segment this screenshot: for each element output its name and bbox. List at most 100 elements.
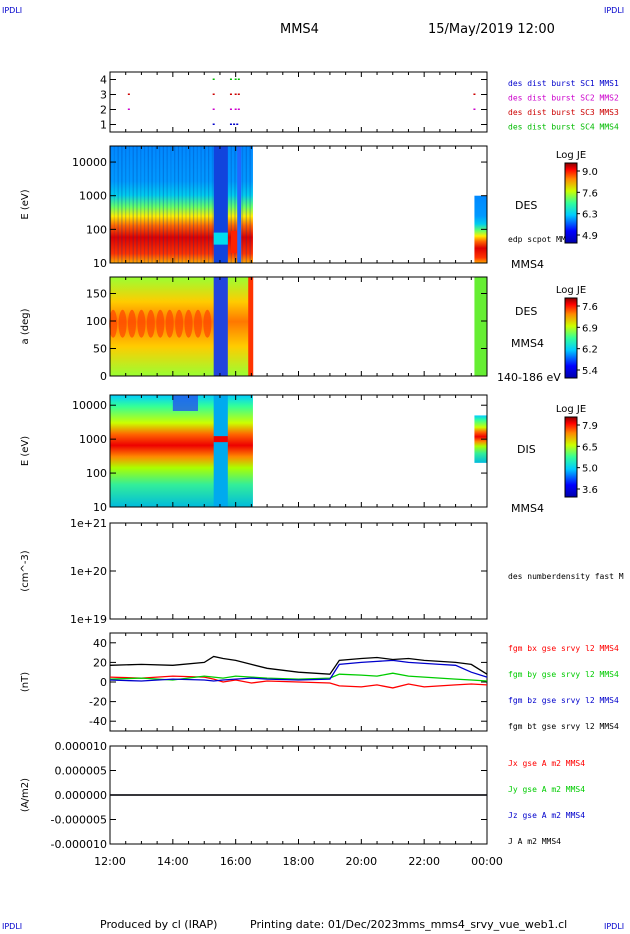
legend-entry: fgm by gse srvy l2 MMS4: [508, 670, 619, 679]
y-tick-label: 10000: [72, 399, 107, 412]
colorbar-des_energy: [564, 162, 578, 244]
y-tick-label: -0.000010: [51, 838, 107, 851]
y-tick-label: 10000: [72, 156, 107, 169]
dis-energy-spectrogram: [110, 395, 253, 507]
spectrogram-stripe: [155, 146, 157, 263]
spectrogram-stripe: [196, 146, 198, 263]
legend-entry: des dist burst SC2 MMS2: [508, 94, 619, 103]
panel-label: DES: [515, 199, 537, 212]
colorbar-tick-label: 6.2: [582, 345, 598, 356]
y-axis-label: E (eV): [20, 436, 31, 466]
panel-frame-density: [109, 522, 488, 620]
spectrogram-gap-region: [213, 277, 228, 376]
spectrogram-stripe: [230, 146, 232, 263]
legend-entry: fgm bz gse srvy l2 MMS4: [508, 696, 619, 705]
colorbar-tick-label: 5.0: [582, 464, 598, 475]
panel-label: DES: [515, 305, 537, 318]
legend-entry: des numberdensity fast M: [508, 572, 624, 581]
burst-flag-point: [237, 108, 240, 110]
panel-label: 140-186 eV: [497, 371, 561, 384]
burst-flag-point: [473, 93, 476, 95]
y-tick-label: -0.000005: [51, 814, 107, 827]
spectrogram-burst-patch: [230, 230, 238, 253]
spacecraft-title: MMS4: [280, 22, 319, 37]
colorbar-tick-label: 7.9: [582, 421, 598, 432]
des-energy-late-segment: [474, 195, 487, 263]
dis-energy-late-segment: [474, 415, 487, 463]
legend-entry: des dist burst SC3 MMS3: [508, 108, 619, 117]
burst-flag-point: [229, 78, 232, 80]
spectrogram-stripe: [143, 146, 146, 263]
burst-flag-point: [212, 123, 215, 125]
des-pitch-late-segment: [474, 277, 487, 376]
time-axis-label: 14:00: [157, 855, 189, 868]
legend-entry: Jx gse A m2 MMS4: [508, 759, 585, 768]
time-axis-label: 16:00: [220, 855, 252, 868]
legend-entry: fgm bt gse srvy l2 MMS4: [508, 722, 619, 731]
burst-flag-point: [212, 108, 215, 110]
y-tick-label: 1000: [79, 190, 107, 203]
burst-flag-point: [237, 93, 240, 95]
panel-label: DIS: [517, 443, 536, 456]
spectrogram-stripe: [249, 146, 251, 263]
spectrogram-stripe: [174, 146, 176, 263]
colorbar-dis_energy: [564, 416, 578, 498]
burst-flag-point: [229, 108, 232, 110]
spectrogram-stripe: [162, 146, 164, 263]
y-tick-label: 150: [86, 288, 107, 301]
spectrogram-stripe: [200, 146, 202, 263]
panel-label: MMS4: [511, 502, 544, 515]
y-tick-label: -20: [89, 696, 107, 709]
datetime-title: 15/May/2019 12:00: [428, 22, 555, 37]
legend-entry: des dist burst SC4 MMS4: [508, 123, 619, 132]
time-axis-label: 20:00: [345, 855, 377, 868]
colorbar-tick-label: 6.5: [582, 442, 598, 453]
y-tick-label: 100: [86, 223, 107, 236]
spectrogram-stripe: [181, 146, 183, 263]
spectrogram-stripe: [121, 146, 123, 263]
y-tick-label: 0.000000: [55, 789, 108, 802]
y-tick-label: 0: [100, 370, 107, 383]
y-axis-label: a (deg): [20, 308, 31, 344]
spectrogram-stripe: [128, 146, 131, 263]
spectrogram-stripe: [241, 146, 244, 263]
spectrogram-stripe: [237, 146, 242, 263]
legend-entry: fgm bx gse srvy l2 MMS4: [508, 644, 619, 653]
spectrogram-stripe: [189, 146, 191, 263]
burst-flag-point: [229, 93, 232, 95]
y-tick-label: 1e+19: [70, 613, 107, 626]
colorbar-title: Log JE: [556, 285, 586, 296]
time-axis-label: 18:00: [283, 855, 315, 868]
colorbar-tick-label: 4.9: [582, 231, 598, 242]
y-axis-label: (cm^-3): [20, 550, 31, 591]
y-tick-label: 1e+21: [70, 517, 107, 530]
y-tick-label: 0.000010: [55, 740, 108, 753]
burst-flag-point: [234, 93, 237, 95]
burst-flag-point: [234, 78, 237, 80]
des-energy-spectrogram: [110, 146, 253, 263]
y-tick-label: -40: [89, 715, 107, 728]
panel-label: edp scpot MMS4: [508, 235, 576, 244]
footer-printing-date: Printing date: 01/Dec/2023: [250, 918, 399, 931]
burst-flag-point: [212, 93, 215, 95]
burst-flag-point: [234, 108, 237, 110]
pitch-enhancement: [184, 309, 193, 338]
pitch-enhancement: [109, 309, 118, 338]
burst-flag-point: [473, 108, 476, 110]
corner-label-bottom-right: IPDLI: [604, 922, 625, 931]
footer-filename: mms_mms4_srvy_vue_web1.cl: [398, 918, 568, 931]
y-tick-label: 10: [93, 257, 107, 270]
spectrogram-gap-region: [213, 395, 228, 507]
spectrogram-stripe: [147, 146, 149, 263]
spectrogram-stripe: [166, 146, 168, 263]
spectrogram-stripe: [204, 146, 206, 263]
pitch-enhancement: [137, 309, 146, 338]
spectrogram-gap-lowE: [213, 232, 228, 245]
spectrogram-stripe: [151, 146, 153, 263]
spectrogram-stripe: [113, 146, 115, 263]
pitch-enhancement: [165, 309, 174, 338]
legend-entry: des dist burst SC1 MMS1: [508, 79, 619, 88]
spectrogram-stripe: [234, 146, 236, 263]
y-tick-label: 4: [100, 74, 107, 87]
